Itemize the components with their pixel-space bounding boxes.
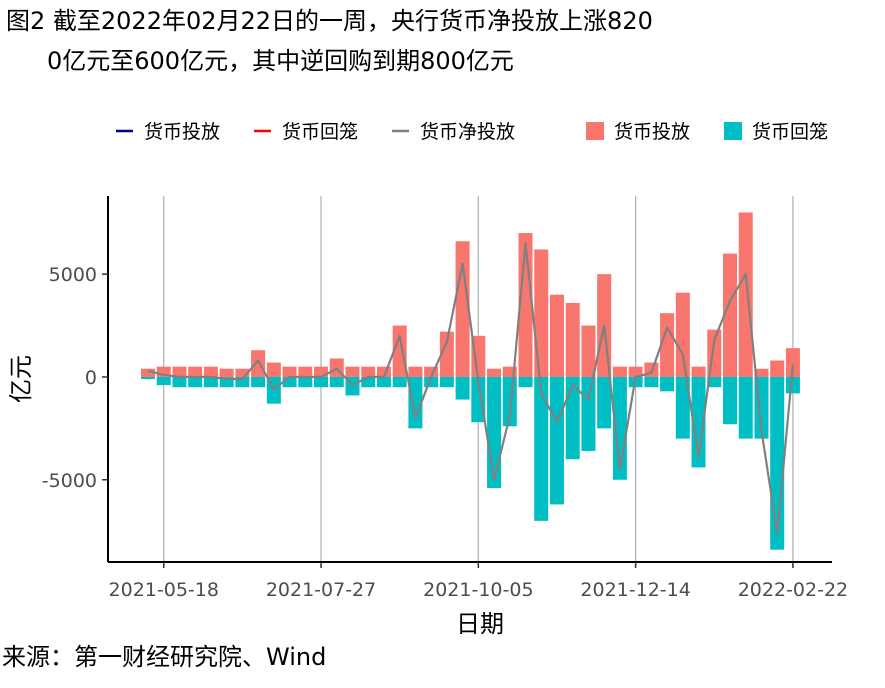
legend-label: 货币回笼	[752, 121, 828, 143]
bar-money-withdrawal	[455, 376, 470, 400]
bar-money-withdrawal	[487, 376, 502, 488]
bar-money-withdrawal	[691, 376, 706, 468]
bar-money-injection	[219, 368, 234, 377]
bar-money-withdrawal	[534, 376, 549, 521]
bar-money-injection	[770, 360, 785, 377]
bar-money-injection	[439, 331, 454, 377]
x-tick-label: 2022-02-22	[738, 579, 848, 601]
bar-money-injection	[345, 366, 360, 377]
chart-title-line-1: 图2 截至2022年02月22日的一周，央行货币净投放上涨820	[6, 7, 653, 35]
bar-money-injection	[660, 313, 675, 377]
x-axis-title: 日期	[456, 610, 504, 638]
bar-money-withdrawal	[219, 376, 234, 388]
bar-money-withdrawal	[785, 376, 800, 394]
bar-money-injection	[534, 249, 549, 377]
bar-money-withdrawal	[203, 376, 218, 388]
bar-money-withdrawal	[723, 376, 738, 425]
bar-money-withdrawal	[565, 376, 580, 460]
bar-money-injection	[282, 366, 297, 377]
bar-money-injection	[156, 366, 171, 377]
bar-money-injection	[628, 366, 643, 377]
bar-money-withdrawal	[361, 376, 376, 388]
bar-money-injection	[565, 302, 580, 377]
bar-money-injection	[471, 335, 486, 377]
bar-money-withdrawal	[298, 376, 313, 388]
bar-money-withdrawal	[660, 376, 675, 392]
bar-money-withdrawal	[392, 376, 407, 388]
bar-money-withdrawal	[581, 376, 596, 451]
bar-money-injection	[738, 212, 753, 377]
bar-money-injection	[754, 368, 769, 377]
bar-money-withdrawal	[439, 376, 454, 388]
bar-money-withdrawal	[644, 376, 659, 388]
x-tick-label: 2021-05-18	[109, 579, 219, 601]
legend-label: 货币净投放	[420, 121, 515, 143]
bar-money-injection	[612, 366, 627, 377]
bar-money-injection	[691, 366, 706, 377]
bar-money-withdrawal	[235, 376, 250, 388]
bar-money-withdrawal	[549, 376, 564, 505]
bar-money-withdrawal	[518, 376, 533, 388]
bar-money-withdrawal	[329, 376, 344, 388]
bar-money-injection	[188, 366, 203, 377]
line-net-injection	[147, 242, 795, 535]
bar-money-withdrawal	[156, 376, 171, 386]
bar-money-withdrawal	[424, 376, 439, 388]
bar-money-injection	[361, 366, 376, 377]
bar-money-withdrawal	[597, 376, 612, 429]
bar-money-injection	[424, 366, 439, 377]
bar-money-injection	[502, 366, 517, 377]
chart-title-line-2: 0亿元至600亿元，其中逆回购到期800亿元	[47, 47, 514, 75]
bar-money-injection	[376, 366, 391, 377]
bar-money-injection	[675, 292, 690, 377]
y-tick-label: 0	[85, 367, 97, 389]
bar-money-injection	[785, 348, 800, 377]
bar-money-injection	[298, 366, 313, 377]
bar-money-withdrawal	[471, 376, 486, 423]
bar-money-withdrawal	[675, 376, 690, 439]
bar-money-injection	[549, 294, 564, 377]
x-tick-label: 2021-07-27	[266, 579, 376, 601]
y-tick-label: -5000	[42, 470, 97, 492]
bar-money-injection	[141, 368, 155, 377]
y-tick-label: 5000	[49, 264, 97, 286]
bar-money-withdrawal	[738, 376, 753, 439]
bar-money-withdrawal	[188, 376, 203, 388]
legend-label: 货币投放	[144, 121, 220, 143]
bar-money-withdrawal	[408, 376, 423, 429]
bar-money-injection	[408, 366, 423, 377]
bar-money-withdrawal	[251, 376, 266, 388]
bar-money-withdrawal	[141, 376, 155, 379]
legend-bar-swatch	[724, 122, 742, 140]
bar-money-withdrawal	[707, 376, 722, 388]
bar-money-injection	[455, 241, 470, 377]
bar-money-withdrawal	[376, 376, 391, 388]
legend-label: 货币回笼	[282, 121, 358, 143]
bar-money-withdrawal	[172, 376, 187, 388]
chart-canvas: 5000 0 -5000 2021-05-18 2021-07-27 2021-10-05…	[7, 121, 848, 638]
bar-money-withdrawal	[282, 376, 297, 388]
legend-label: 货币投放	[614, 121, 690, 143]
source-note: 来源：第一财经研究院、Wind	[2, 643, 327, 671]
bar-money-injection	[251, 350, 266, 377]
bar-money-injection	[203, 366, 218, 377]
bar-money-injection	[235, 368, 250, 377]
bar-money-injection	[581, 325, 596, 377]
y-axis-title: 亿元	[7, 355, 35, 403]
x-tick-label: 2021-12-14	[580, 579, 690, 601]
x-tick-label: 2021-10-05	[423, 579, 533, 601]
bar-money-injection	[172, 366, 187, 377]
bar-money-injection	[314, 366, 329, 377]
bar-money-withdrawal	[314, 376, 329, 388]
bar-money-injection	[723, 253, 738, 377]
legend-bar-swatch	[586, 122, 604, 140]
bar-money-injection	[266, 362, 281, 377]
bar-money-injection	[392, 325, 407, 377]
bar-money-injection	[487, 368, 502, 377]
